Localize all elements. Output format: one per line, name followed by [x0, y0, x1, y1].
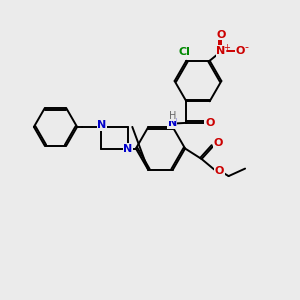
- Text: N: N: [168, 118, 177, 128]
- Text: H: H: [169, 111, 176, 121]
- Text: N: N: [123, 143, 132, 154]
- Text: O: O: [205, 118, 214, 128]
- Text: O: O: [216, 30, 226, 40]
- Text: Cl: Cl: [179, 47, 191, 57]
- Text: O: O: [215, 166, 224, 176]
- Text: +: +: [223, 43, 230, 52]
- Text: O: O: [236, 46, 245, 56]
- Text: -: -: [244, 42, 249, 52]
- Text: N: N: [98, 120, 106, 130]
- Text: N: N: [217, 46, 226, 56]
- Text: O: O: [214, 138, 223, 148]
